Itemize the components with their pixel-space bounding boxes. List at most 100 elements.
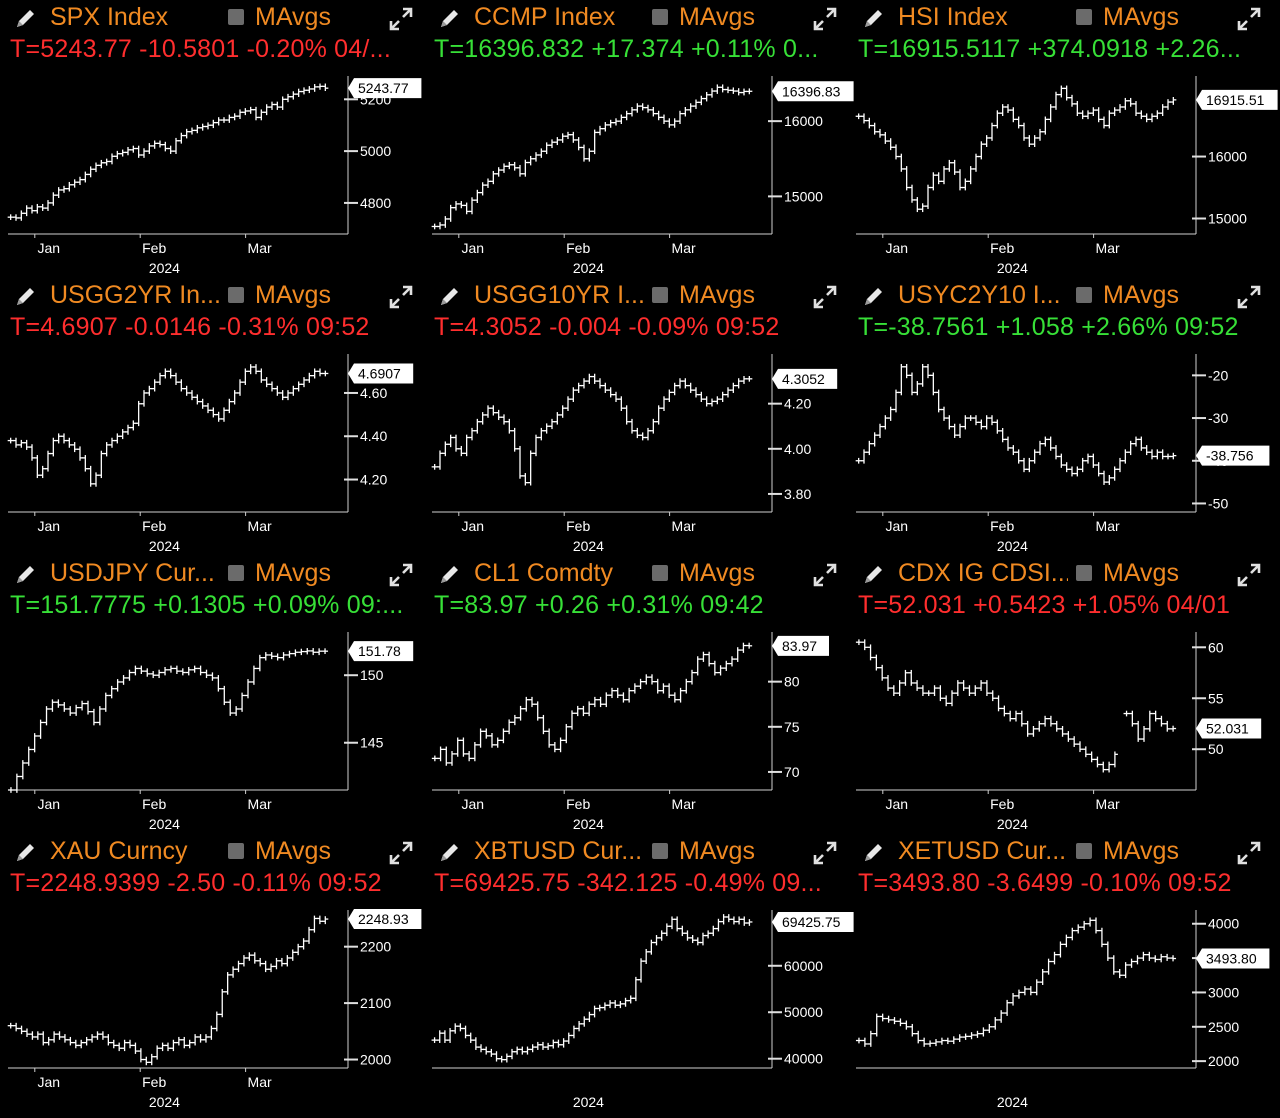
x-tick-label: Mar bbox=[1096, 518, 1120, 534]
last-value-box bbox=[772, 911, 854, 932]
expand-icon[interactable] bbox=[1236, 562, 1262, 588]
y-tick-label: 40000 bbox=[784, 1051, 823, 1067]
mavgs-label[interactable]: MAvgs bbox=[255, 837, 331, 865]
expand-icon[interactable] bbox=[812, 6, 838, 32]
y-tick-label: 16000 bbox=[1208, 149, 1247, 165]
pencil-icon[interactable] bbox=[438, 284, 462, 308]
pencil-icon[interactable] bbox=[862, 840, 886, 864]
price-chart[interactable]: 50 55 60 Jan Feb Mar 2024 52.031 bbox=[848, 626, 1272, 834]
expand-icon[interactable] bbox=[388, 562, 414, 588]
year-label: 2024 bbox=[573, 1094, 604, 1110]
mavgs-checkbox[interactable] bbox=[652, 843, 668, 859]
pencil-icon[interactable] bbox=[862, 6, 886, 30]
mavgs-checkbox[interactable] bbox=[652, 9, 668, 25]
last-value-label: 16396.83 bbox=[782, 83, 841, 99]
expand-icon[interactable] bbox=[1236, 6, 1262, 32]
last-value-tag: 69425.75 bbox=[772, 911, 854, 932]
mavgs-checkbox[interactable] bbox=[652, 287, 668, 303]
x-tick-label: Jan bbox=[38, 796, 61, 812]
ticker-title[interactable]: USYC2Y10 I... bbox=[898, 281, 1061, 309]
price-chart[interactable]: 2000250030003500400020243493.80 bbox=[848, 904, 1272, 1112]
x-tick-label: Jan bbox=[38, 240, 61, 256]
ticker-title[interactable]: USGG10YR I... bbox=[474, 281, 644, 309]
mavgs-label[interactable]: MAvgs bbox=[1103, 837, 1179, 865]
mavgs-checkbox[interactable] bbox=[1076, 565, 1092, 581]
pencil-icon[interactable] bbox=[14, 562, 38, 586]
expand-icon[interactable] bbox=[388, 284, 414, 310]
x-tick-label: Mar bbox=[248, 1074, 272, 1090]
price-chart[interactable]: 3.80 4.00 4.20 Jan Feb Mar 2024 4.3052 bbox=[424, 348, 848, 556]
pencil-icon[interactable] bbox=[438, 6, 462, 30]
ticker-title[interactable]: XBTUSD Cur... bbox=[474, 837, 643, 865]
expand-icon[interactable] bbox=[1236, 840, 1262, 866]
mavgs-label[interactable]: MAvgs bbox=[1103, 559, 1179, 587]
price-chart[interactable]: 2000 2100 2200 Jan Feb Mar 2024 2248.93 bbox=[0, 904, 424, 1112]
last-value-box bbox=[772, 81, 854, 102]
quote-line: T=83.97 +0.26 +0.31% 09:42 bbox=[434, 591, 764, 619]
mavgs-label[interactable]: MAvgs bbox=[255, 281, 331, 309]
pencil-icon[interactable] bbox=[438, 562, 462, 586]
quote-line: T=5243.77 -10.5801 -0.20% 04/... bbox=[10, 35, 391, 63]
pencil-icon[interactable] bbox=[14, 840, 38, 864]
price-chart[interactable]: 4.20 4.40 4.60 Jan Feb Mar 2024 4.6907 bbox=[0, 348, 424, 556]
y-tick-label: 15000 bbox=[784, 188, 823, 204]
mavgs-label[interactable]: MAvgs bbox=[679, 559, 755, 587]
mavgs-checkbox[interactable] bbox=[228, 9, 244, 25]
mavgs-label[interactable]: MAvgs bbox=[1103, 3, 1179, 31]
price-chart[interactable]: 15000 16000 Jan Feb Mar 2024 16915.51 bbox=[848, 70, 1278, 278]
price-chart[interactable]: 15000 16000 Jan Feb Mar 2024 16396.83 bbox=[424, 70, 854, 278]
expand-icon[interactable] bbox=[1236, 284, 1262, 310]
ticker-title[interactable]: USDJPY Cur... bbox=[50, 559, 215, 587]
price-chart[interactable]: 145 150 Jan Feb Mar 2024 151.78 bbox=[0, 626, 424, 834]
last-value-tag: 16396.83 bbox=[772, 81, 854, 102]
pencil-icon[interactable] bbox=[438, 840, 462, 864]
mavgs-checkbox[interactable] bbox=[228, 287, 244, 303]
ticker-title[interactable]: CCMP Index bbox=[474, 3, 616, 31]
pencil-icon[interactable] bbox=[14, 284, 38, 308]
mavgs-label[interactable]: MAvgs bbox=[1103, 281, 1179, 309]
price-chart[interactable]: 70 75 80 Jan Feb Mar 2024 83.97 bbox=[424, 626, 848, 834]
y-tick-label: -30 bbox=[1208, 410, 1228, 426]
price-chart[interactable]: 40000 50000 60000 2024 69425.75 bbox=[424, 904, 854, 1112]
ticker-title[interactable]: USGG2YR In... bbox=[50, 281, 220, 309]
chart-panel: USGG2YR In... MAvgs T=4.6907 -0.0146 -0.… bbox=[0, 278, 424, 556]
mavgs-checkbox[interactable] bbox=[1076, 287, 1092, 303]
x-tick-label: Jan bbox=[462, 796, 485, 812]
last-value-box bbox=[772, 368, 838, 389]
mavgs-checkbox[interactable] bbox=[1076, 843, 1092, 859]
expand-icon[interactable] bbox=[388, 840, 414, 866]
mavgs-label[interactable]: MAvgs bbox=[679, 281, 755, 309]
expand-icon[interactable] bbox=[812, 284, 838, 310]
ticker-title[interactable]: XETUSD Cur... bbox=[898, 837, 1067, 865]
pencil-icon[interactable] bbox=[14, 6, 38, 30]
mavgs-label[interactable]: MAvgs bbox=[255, 3, 331, 31]
y-tick-label: 50000 bbox=[784, 1004, 823, 1020]
last-value-box bbox=[1196, 445, 1270, 466]
mavgs-label[interactable]: MAvgs bbox=[255, 559, 331, 587]
mavgs-checkbox[interactable] bbox=[1076, 9, 1092, 25]
ticker-title[interactable]: SPX Index bbox=[50, 3, 169, 31]
pencil-icon[interactable] bbox=[862, 284, 886, 308]
ticker-title[interactable]: HSI Index bbox=[898, 3, 1008, 31]
expand-icon[interactable] bbox=[812, 562, 838, 588]
mavgs-checkbox[interactable] bbox=[652, 565, 668, 581]
y-tick-label: 15000 bbox=[1208, 211, 1247, 227]
last-value-tag: 4.6907 bbox=[348, 363, 414, 384]
expand-icon[interactable] bbox=[388, 6, 414, 32]
x-tick-label: Feb bbox=[142, 1074, 166, 1090]
mavgs-checkbox[interactable] bbox=[228, 843, 244, 859]
ticker-title[interactable]: CL1 Comdty bbox=[474, 559, 613, 587]
ticker-title[interactable]: CDX IG CDSI... bbox=[898, 559, 1068, 587]
ticker-title[interactable]: XAU Curncy bbox=[50, 837, 188, 865]
expand-icon[interactable] bbox=[812, 840, 838, 866]
chart-panel: XETUSD Cur... MAvgs T=3493.80 -3.6499 -0… bbox=[848, 834, 1272, 1112]
last-value-label: 3493.80 bbox=[1206, 951, 1257, 967]
mavgs-checkbox[interactable] bbox=[228, 565, 244, 581]
x-tick-label: Mar bbox=[672, 518, 696, 534]
quote-line: T=52.031 +0.5423 +1.05% 04/01 bbox=[858, 591, 1231, 619]
mavgs-label[interactable]: MAvgs bbox=[679, 3, 755, 31]
pencil-icon[interactable] bbox=[862, 562, 886, 586]
mavgs-label[interactable]: MAvgs bbox=[679, 837, 755, 865]
